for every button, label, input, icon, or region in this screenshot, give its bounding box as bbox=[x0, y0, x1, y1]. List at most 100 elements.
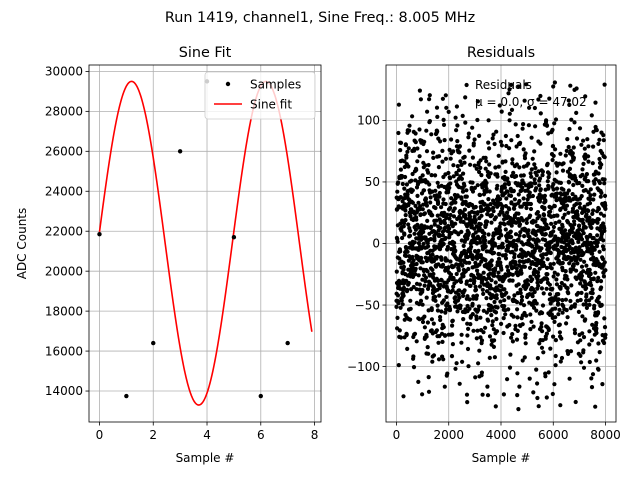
residual-point bbox=[469, 185, 474, 190]
sine-fit-x-tick-label: 4 bbox=[203, 428, 211, 442]
residual-point bbox=[526, 250, 531, 255]
residual-point bbox=[472, 163, 477, 168]
residual-point bbox=[467, 260, 472, 265]
residual-point bbox=[559, 336, 564, 341]
residual-point bbox=[454, 172, 459, 177]
residual-point bbox=[601, 138, 606, 143]
residual-point bbox=[506, 307, 511, 312]
residual-point bbox=[442, 221, 447, 226]
residual-point bbox=[548, 301, 553, 306]
residual-point bbox=[411, 354, 416, 359]
residual-point bbox=[426, 375, 431, 380]
residual-point bbox=[420, 319, 426, 325]
residual-point bbox=[505, 176, 510, 181]
residual-point bbox=[408, 306, 413, 311]
residual-point bbox=[492, 299, 497, 305]
residual-point bbox=[597, 294, 602, 299]
residual-point bbox=[473, 204, 478, 210]
residual-point bbox=[421, 202, 426, 207]
residual-point bbox=[522, 264, 528, 269]
residual-point bbox=[441, 325, 446, 330]
residual-point bbox=[484, 159, 489, 164]
residuals-x-tick-label: 0 bbox=[393, 428, 401, 442]
residual-point bbox=[526, 258, 532, 263]
residual-point bbox=[470, 189, 476, 194]
residual-point bbox=[531, 305, 537, 310]
residual-point bbox=[595, 240, 600, 245]
residual-point bbox=[534, 186, 539, 191]
residual-point bbox=[447, 185, 452, 190]
residual-point bbox=[411, 258, 416, 263]
residual-point bbox=[554, 170, 559, 175]
residual-point bbox=[584, 263, 589, 268]
residual-point bbox=[434, 105, 440, 110]
residual-point bbox=[545, 161, 550, 166]
residual-point bbox=[442, 138, 447, 143]
residual-point bbox=[530, 156, 535, 161]
residual-point bbox=[458, 159, 463, 164]
residual-point bbox=[466, 135, 471, 140]
residual-point bbox=[478, 158, 483, 163]
residual-point bbox=[462, 288, 467, 293]
residual-point bbox=[601, 133, 606, 138]
residual-point bbox=[536, 169, 541, 174]
residual-point bbox=[580, 172, 585, 177]
residual-point bbox=[591, 235, 596, 241]
residual-point bbox=[461, 293, 466, 298]
residual-point bbox=[441, 298, 446, 303]
residual-point bbox=[505, 210, 510, 215]
residual-point bbox=[560, 168, 566, 173]
residual-point bbox=[478, 222, 483, 227]
residual-point bbox=[403, 208, 408, 213]
residual-point bbox=[554, 194, 559, 200]
residual-point bbox=[428, 237, 433, 242]
residual-point bbox=[593, 177, 598, 182]
residual-point bbox=[475, 99, 480, 104]
residual-point bbox=[491, 327, 496, 332]
residual-point bbox=[492, 355, 497, 360]
residual-point bbox=[555, 213, 560, 218]
sine-fit-y-tick-label: 28000 bbox=[45, 105, 83, 119]
residual-point bbox=[457, 295, 462, 300]
residual-point bbox=[462, 207, 467, 212]
residual-point bbox=[425, 345, 430, 350]
residual-point bbox=[476, 361, 481, 366]
residual-point bbox=[448, 176, 453, 181]
residual-point bbox=[599, 302, 604, 307]
residual-point bbox=[498, 221, 503, 226]
residual-point bbox=[488, 202, 493, 207]
residual-point bbox=[588, 272, 593, 277]
residual-point bbox=[596, 300, 601, 305]
residual-point bbox=[536, 238, 541, 243]
residual-point bbox=[503, 256, 509, 261]
residual-point bbox=[529, 167, 534, 172]
residual-point bbox=[476, 304, 482, 309]
residual-point bbox=[464, 188, 469, 193]
sine-fit-y-tick-label: 20000 bbox=[45, 264, 83, 278]
residual-point bbox=[582, 259, 587, 264]
residual-point bbox=[506, 182, 511, 187]
residual-point bbox=[566, 144, 571, 150]
residual-point bbox=[450, 342, 455, 347]
residual-point bbox=[543, 232, 548, 237]
residual-point bbox=[546, 186, 551, 191]
figure-suptitle: Run 1419, channel1, Sine Freq.: 8.005 MH… bbox=[165, 10, 475, 26]
residual-point bbox=[406, 164, 411, 169]
residual-point bbox=[498, 299, 503, 304]
residual-point bbox=[486, 197, 491, 202]
residual-point bbox=[426, 244, 431, 249]
residuals-x-tick-label: 4000 bbox=[486, 428, 517, 442]
residual-point bbox=[503, 227, 508, 232]
residual-point bbox=[394, 269, 399, 274]
residual-point bbox=[564, 148, 569, 153]
residual-point bbox=[580, 314, 585, 319]
residual-point bbox=[556, 312, 561, 317]
residual-point bbox=[433, 173, 438, 178]
residual-point bbox=[561, 187, 566, 192]
residual-point bbox=[417, 154, 422, 159]
residual-point bbox=[482, 201, 487, 207]
residual-point bbox=[473, 287, 479, 292]
residual-point bbox=[529, 174, 534, 179]
residual-point bbox=[575, 261, 580, 266]
